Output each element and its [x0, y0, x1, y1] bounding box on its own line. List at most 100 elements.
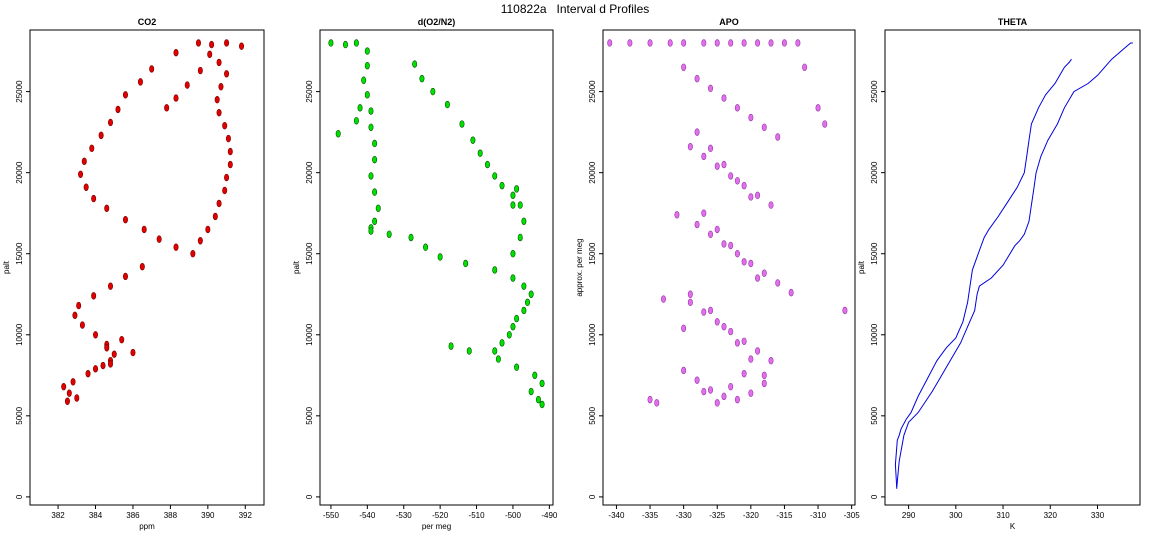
y-tick-label: 0 [588, 494, 597, 499]
data-point [477, 149, 483, 157]
y-tick-label: 25000 [870, 80, 879, 103]
data-point [708, 230, 714, 238]
data-point [357, 104, 363, 112]
x-axis-label: K [1010, 522, 1016, 531]
y-tick-label: 25000 [15, 80, 24, 103]
x-tick-label: -490 [541, 511, 558, 520]
x-tick-label: 384 [89, 511, 103, 520]
data-point [532, 371, 538, 380]
data-point [66, 389, 72, 397]
data-point [184, 81, 190, 89]
data-point [741, 369, 747, 378]
data-point [521, 282, 527, 290]
y-axis-label: palt [2, 260, 11, 274]
data-point [701, 308, 707, 316]
data-point [741, 258, 747, 266]
x-tick-label: -530 [396, 511, 413, 520]
data-point [528, 290, 534, 298]
data-point [748, 389, 754, 397]
y-tick-label: 0 [305, 494, 314, 499]
panel-2: d(O2/N2) -550 -540 -530 -520 -510 -500 -490 0 500… [292, 17, 558, 531]
y-tick-label: 15000 [15, 242, 24, 265]
data-point [674, 211, 680, 219]
data-point [499, 181, 505, 190]
y-tick-label: 20000 [305, 161, 314, 184]
data-point [419, 74, 425, 83]
data-point [734, 339, 740, 347]
data-point [227, 160, 233, 169]
data-point [741, 181, 747, 190]
y-axis-label: palt [292, 260, 301, 274]
x-tick-label: -340 [608, 511, 625, 520]
data-point [694, 128, 700, 136]
data-point [802, 63, 808, 71]
x-tick-label: -315 [776, 511, 793, 520]
data-point [164, 104, 170, 112]
panel-title: d(O2/N2) [418, 17, 456, 27]
x-tick-label: -305 [844, 511, 861, 520]
data-point [218, 83, 224, 91]
data-point [748, 193, 754, 201]
data-point [492, 347, 498, 355]
data-point [517, 233, 523, 242]
data-point [89, 144, 95, 153]
y-axis-label: approx. per meg [575, 238, 584, 296]
data-point [681, 324, 687, 332]
data-point [721, 94, 727, 102]
y-tick-label: 0 [870, 494, 879, 499]
x-tick-label: 386 [126, 511, 140, 520]
data-point [721, 160, 727, 169]
data-point [107, 118, 113, 127]
plot-frame [884, 29, 1141, 506]
data-point [775, 133, 781, 141]
data-point [721, 322, 727, 331]
data-point [484, 160, 490, 169]
data-point [721, 240, 727, 248]
data-point [72, 311, 78, 320]
data-point [209, 40, 215, 49]
data-point [353, 39, 359, 47]
data-point [681, 39, 687, 47]
data-point [510, 322, 516, 331]
data-point [755, 347, 761, 355]
data-point [364, 61, 370, 70]
data-point [714, 162, 720, 170]
x-tick-label: -550 [323, 511, 340, 520]
x-axis-label: per meg [422, 522, 451, 531]
x-tick-label: -520 [432, 511, 449, 520]
data-point [734, 104, 740, 112]
x-axis-label: ppm [139, 522, 155, 531]
data-point [412, 60, 418, 68]
data-point [227, 147, 233, 156]
data-point [499, 339, 505, 347]
x-tick-label: 388 [164, 511, 178, 520]
data-point [78, 170, 84, 178]
data-point [79, 321, 85, 329]
data-point [748, 113, 754, 122]
data-point [708, 386, 714, 394]
data-point [714, 225, 720, 234]
figure-title: 110822a Interval d Profiles [500, 2, 650, 16]
data-point [514, 363, 520, 371]
data-point [768, 357, 774, 365]
x-tick-label: 392 [239, 511, 253, 520]
data-point [224, 39, 230, 47]
x-tick-label: -310 [810, 511, 827, 520]
data-point [107, 282, 113, 290]
data-point [342, 40, 348, 49]
panel-title: THETA [998, 17, 1028, 27]
data-point [708, 84, 714, 93]
panel-3: APO -340 -335 -330 -325 -320 -315 -310 -305 0 5000… [575, 17, 860, 520]
data-point [514, 185, 520, 193]
series-line-1 [894, 58, 1072, 489]
data-point [122, 272, 128, 281]
data-point [755, 39, 761, 47]
data-point [408, 233, 414, 242]
panel-title: APO [719, 17, 739, 27]
y-tick-label: 5000 [588, 406, 597, 424]
panel-1: CO2 382 384 386 388 390 392 0 5000 10000 15000 2000… [2, 17, 265, 531]
data-point [701, 152, 707, 161]
data-point [521, 217, 527, 225]
data-point [694, 74, 700, 83]
data-point [335, 130, 341, 138]
